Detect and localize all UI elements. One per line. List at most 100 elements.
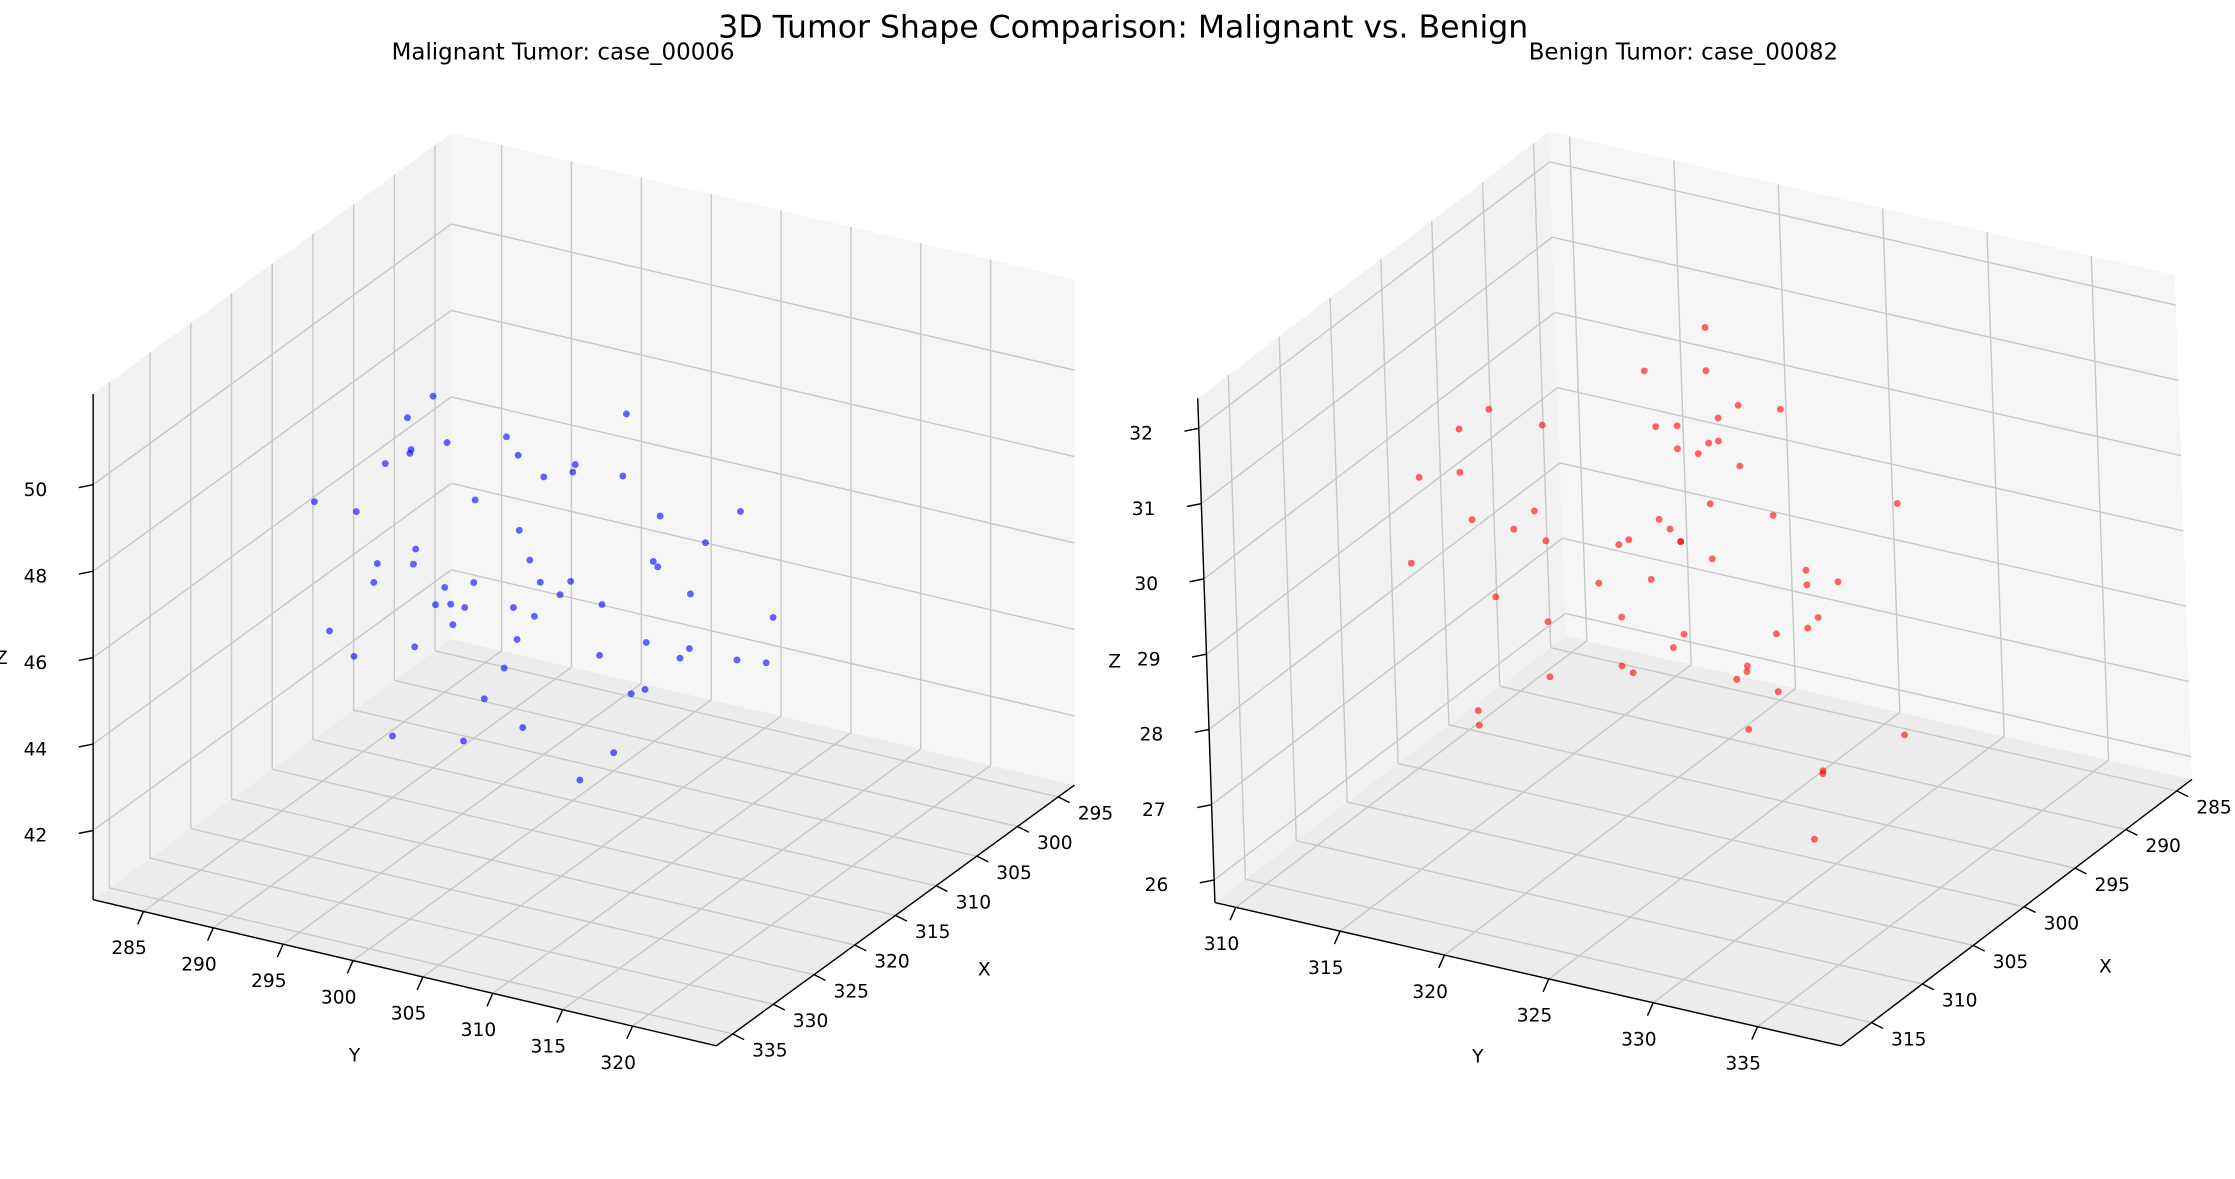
y-tick-label: 315: [1308, 958, 1344, 979]
z-tick: [1194, 728, 1210, 733]
point: [1475, 721, 1483, 729]
point: [1407, 559, 1415, 567]
y-tick-label: 310: [1204, 934, 1240, 955]
grid-line: [632, 764, 992, 1027]
grid-line: [492, 732, 852, 994]
point: [1893, 500, 1901, 507]
y-tick: [556, 1009, 564, 1023]
point: [1640, 367, 1648, 375]
point: [432, 601, 439, 609]
grid-line: [1559, 462, 2187, 607]
grid-line: [1200, 236, 1553, 505]
point: [381, 460, 389, 467]
grid-line: [1380, 259, 1399, 764]
y-axis-label: Y: [1471, 1047, 1484, 1068]
grid-line: [1881, 208, 1901, 713]
y-tick-label: 335: [1725, 1053, 1761, 1074]
point: [536, 578, 544, 586]
grid-line: [352, 699, 712, 962]
point: [1468, 516, 1476, 524]
y-tick-label: 305: [391, 1004, 427, 1025]
grid-line: [1329, 297, 1348, 803]
point: [443, 439, 451, 447]
grid-line: [149, 857, 774, 1005]
z-tick: [1197, 803, 1212, 809]
point: [656, 512, 664, 520]
grid-line: [1347, 801, 1974, 947]
z-tick: [1191, 653, 1207, 658]
z-tick: [78, 743, 94, 748]
point: [429, 392, 437, 400]
z-tick: [78, 829, 94, 835]
point: [515, 526, 523, 534]
point: [1705, 439, 1713, 447]
point: [1652, 423, 1660, 431]
z-tick: [78, 656, 94, 662]
point: [1736, 462, 1744, 470]
grid-line: [1206, 387, 1558, 655]
point: [1618, 613, 1626, 621]
grid-line: [1444, 688, 1796, 956]
point: [1415, 473, 1423, 481]
grid-line: [1757, 759, 2109, 1028]
grid-line: [1673, 160, 1692, 665]
grid-line: [92, 223, 452, 486]
point: [1694, 450, 1702, 458]
grid-line: [1245, 878, 1872, 1024]
grid-line: [272, 768, 896, 917]
y-tick-label: 320: [1412, 982, 1448, 1003]
grid-line: [451, 309, 1075, 458]
grid-line: [1203, 311, 1556, 580]
x-tick: [976, 855, 989, 863]
x-tick: [773, 1003, 786, 1011]
z-tick-label: 46: [24, 653, 48, 674]
grid-line: [212, 666, 572, 929]
x-tick-label: 330: [793, 1011, 829, 1032]
point: [576, 776, 584, 784]
y-tick: [416, 976, 424, 991]
x-tick-label: 290: [2145, 836, 2181, 857]
grid-line: [312, 738, 937, 887]
grid-line: [231, 798, 855, 946]
y-tick-label: 325: [1517, 1006, 1553, 1027]
y-tick-label: 290: [181, 955, 217, 976]
figure-title: 3D Tumor Shape Comparison: Malignant vs.…: [718, 10, 1528, 46]
point: [702, 539, 709, 547]
point: [1811, 835, 1818, 843]
grid-line: [451, 569, 1075, 717]
grid-line: [1481, 181, 1501, 687]
z-tick-label: 26: [1145, 875, 1169, 896]
point: [526, 556, 534, 564]
point: [1530, 507, 1538, 515]
y-tick: [346, 960, 354, 974]
x-tick: [1922, 983, 1935, 991]
point: [470, 579, 478, 587]
x-tick-label: 310: [1942, 991, 1978, 1012]
grid-line: [451, 396, 1075, 544]
y-tick-label: 300: [321, 987, 357, 1008]
x-axis-label: X: [978, 959, 991, 980]
z-tick-label: 28: [1139, 725, 1163, 746]
z-tick-label: 42: [24, 826, 48, 847]
point: [571, 461, 579, 469]
point: [1901, 731, 1908, 739]
y-tick: [1646, 1002, 1654, 1016]
grid-line: [451, 482, 1075, 631]
point: [619, 472, 627, 480]
y-axis-label: Y: [348, 1045, 361, 1066]
point: [1743, 662, 1751, 670]
grid-line: [1278, 336, 1298, 841]
x-axis-line: [1840, 778, 2193, 1047]
point: [1701, 323, 1709, 331]
x-tick-label: 285: [2196, 798, 2232, 819]
point: [1673, 422, 1681, 430]
grid-line: [1211, 537, 1564, 806]
x-tick-label: 315: [915, 922, 951, 943]
z-tick-label: 48: [24, 566, 48, 587]
point: [641, 686, 649, 693]
point: [1544, 618, 1552, 626]
grid-line: [190, 827, 815, 976]
grid-line: [143, 650, 503, 913]
x-tick-label: 315: [1891, 1029, 1927, 1050]
z-tick-label: 29: [1137, 649, 1161, 670]
